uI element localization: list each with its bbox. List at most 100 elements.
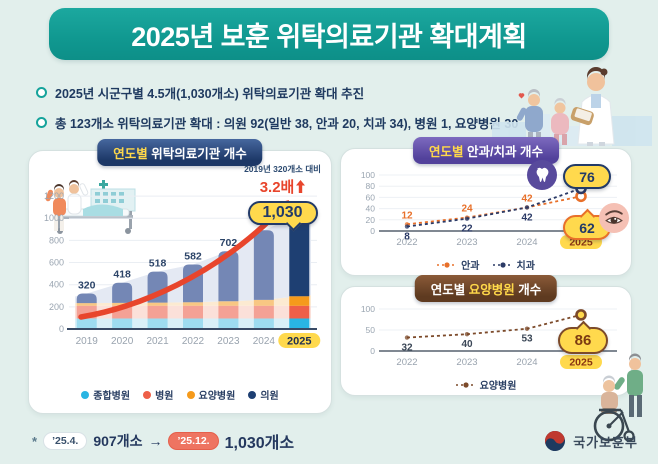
hospital-bed-illustration	[45, 180, 136, 234]
chart-title-eye-dental: 연도별 안과/치과 개수	[413, 137, 559, 164]
svg-text:53: 53	[521, 334, 533, 345]
chart-title-text: 연도별	[429, 145, 464, 159]
svg-text:2022: 2022	[182, 336, 205, 347]
svg-text:702: 702	[220, 237, 238, 249]
svg-text:42: 42	[521, 193, 533, 204]
legend-label: 의원	[260, 391, 279, 402]
doctor-figure	[570, 67, 615, 146]
legend-dot-icon	[186, 390, 195, 399]
legend-dot-icon	[248, 390, 257, 399]
svg-text:582: 582	[184, 251, 202, 263]
growth-annotation: 2019년 320개소 대비 3.2배 1,030	[244, 163, 321, 232]
bar-2019	[76, 293, 97, 329]
highlight-year-pill	[278, 333, 321, 348]
bar-2021	[147, 271, 168, 329]
svg-text:518: 518	[149, 258, 167, 270]
summary-bullets: 2025년 시군구별 4.5개(1,030개소) 위탁의료기관 확대 추진 총 …	[36, 83, 518, 132]
legend-label: 치과	[516, 261, 535, 272]
eye-dental-legend: 안과 치과	[341, 257, 631, 272]
legend-item: 요양병원	[186, 387, 236, 402]
chart-title-nursing: 연도별 요양병원 개수	[414, 275, 558, 302]
chart-title-text: 연도별	[113, 147, 148, 161]
svg-text:1200: 1200	[44, 191, 64, 201]
legend-label: 요양병원	[198, 391, 236, 402]
svg-text:32: 32	[401, 343, 413, 354]
svg-text:2023: 2023	[217, 336, 240, 347]
svg-text:80: 80	[366, 181, 376, 191]
doctor-elderly-illustration	[492, 67, 652, 146]
svg-text:60: 60	[366, 192, 376, 202]
growth-arrow	[78, 214, 276, 320]
legend-dot-icon	[81, 390, 90, 399]
svg-text:20: 20	[366, 215, 376, 225]
nursing-chart-svg: 0 50 100 2022 2023 2024 2025 32 40 53	[361, 304, 617, 369]
svg-text:12: 12	[401, 210, 413, 221]
svg-text:40: 40	[461, 339, 473, 350]
legend-item: 병원	[143, 387, 174, 402]
svg-text:2025: 2025	[569, 357, 593, 369]
svg-text:0: 0	[59, 324, 64, 334]
svg-text:2022: 2022	[396, 237, 417, 248]
title-banner: 2025년 보훈 위탁의료기관 확대계획	[49, 8, 609, 60]
nursing-legend: 요양병원	[341, 377, 631, 392]
svg-text:2024: 2024	[516, 237, 537, 248]
svg-text:24: 24	[461, 204, 473, 215]
legend-dash-dot-icon	[437, 261, 458, 268]
svg-text:800: 800	[49, 235, 64, 245]
chart-title-text: 요양병원	[468, 283, 515, 297]
up-arrow-icon	[296, 180, 306, 193]
svg-text:2023: 2023	[456, 357, 477, 368]
total-2025-badge: 1,030	[247, 201, 318, 232]
footnote-count-from: 907개소	[93, 433, 143, 449]
svg-text:320: 320	[78, 280, 96, 292]
bullet-icon	[36, 87, 47, 98]
svg-text:100: 100	[361, 170, 375, 180]
gov-logo: 국가보훈부	[543, 429, 638, 453]
footnote-date-from: ’25.4.	[43, 432, 88, 450]
svg-text:22: 22	[461, 224, 473, 235]
svg-text:2024: 2024	[253, 336, 276, 347]
legend-item: 요양병원	[455, 377, 517, 392]
legend-label: 요양병원	[479, 381, 517, 392]
svg-text:40: 40	[366, 204, 376, 214]
legend-dash-dot-icon	[492, 261, 513, 268]
footnote-date-to: ’25.12.	[168, 432, 219, 450]
chart-title-text: 개수	[514, 283, 542, 297]
legend-item: 종합병원	[81, 387, 130, 402]
svg-text:50: 50	[366, 325, 376, 335]
svg-text:418: 418	[113, 269, 131, 281]
annotation-multiplier: 3.2배	[244, 176, 321, 197]
svg-text:400: 400	[49, 280, 64, 290]
page-title: 2025년 보훈 위탁의료기관 확대계획	[131, 21, 527, 52]
dental-2025-badge: 76	[563, 164, 611, 189]
legend-label: 안과	[461, 261, 480, 272]
wheelchair-illustration	[593, 353, 643, 442]
svg-text:2022: 2022	[396, 357, 417, 368]
legend-item: 안과	[437, 257, 480, 272]
bar-2025	[289, 214, 310, 329]
svg-text:1000: 1000	[44, 213, 64, 223]
total-chart-legend: 종합병원 병원 요양병원 의원	[29, 387, 331, 402]
svg-text:2024: 2024	[516, 357, 537, 368]
footnote-count-to: 1,030개소	[224, 435, 295, 452]
chart-title-text: 위탁의료기관 개수	[147, 147, 247, 161]
panel-total-chart: 연도별 위탁의료기관 개수	[28, 139, 332, 414]
svg-text:200: 200	[49, 302, 64, 312]
bullet-row: 2025년 시군구별 4.5개(1,030개소) 위탁의료기관 확대 추진	[36, 83, 518, 102]
legend-label: 병원	[155, 391, 174, 402]
wheelchair-patient	[593, 375, 635, 442]
legend-item: 치과	[492, 257, 535, 272]
bullet-icon	[36, 117, 47, 128]
svg-text:2021: 2021	[146, 336, 169, 347]
highlight-year-pill	[560, 355, 602, 369]
footnote: * ’25.4. 907개소 → ’25.12. 1,030개소	[32, 429, 294, 453]
svg-text:8: 8	[404, 232, 410, 243]
svg-text:0: 0	[370, 346, 375, 356]
bar-2024	[253, 230, 274, 329]
ring-marker	[575, 309, 587, 321]
svg-text:2025: 2025	[287, 336, 311, 348]
bullet-row: 총 123개소 위탁의료기관 확대 : 의원 92(일반 38, 안과 20, …	[36, 113, 518, 132]
bullet-text: 총 123개소 위탁의료기관 확대 : 의원 92(일반 38, 안과 20, …	[55, 117, 519, 131]
